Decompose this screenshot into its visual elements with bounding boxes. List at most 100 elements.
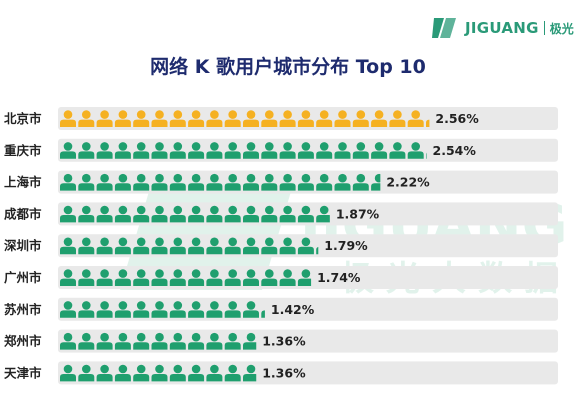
person-icon bbox=[188, 237, 205, 255]
person-icon bbox=[206, 364, 223, 382]
person-icon bbox=[371, 142, 388, 159]
category-label: 广州市 bbox=[4, 270, 42, 285]
bar-icons bbox=[60, 301, 265, 318]
person-icon bbox=[261, 269, 278, 286]
person-icon bbox=[224, 173, 241, 191]
person-icon bbox=[133, 173, 150, 191]
value-label: 2.54% bbox=[433, 143, 477, 158]
person-icon bbox=[243, 364, 257, 382]
person-icon bbox=[224, 332, 241, 350]
person-icon bbox=[188, 332, 205, 350]
bar-icons bbox=[60, 269, 312, 286]
value-label: 1.36% bbox=[262, 365, 306, 380]
person-icon bbox=[316, 205, 330, 223]
person-icon bbox=[188, 110, 205, 127]
person-icon bbox=[243, 205, 259, 223]
person-icon bbox=[151, 173, 168, 191]
person-icon bbox=[151, 237, 168, 255]
chart-row: 上海市 2.22% bbox=[4, 170, 558, 194]
category-label: 重庆市 bbox=[4, 143, 42, 158]
person-icon bbox=[297, 205, 314, 223]
person-icon bbox=[169, 301, 186, 318]
person-icon bbox=[297, 237, 314, 255]
person-icon bbox=[114, 110, 131, 127]
person-icon bbox=[206, 110, 223, 127]
person-icon bbox=[78, 142, 95, 159]
person-icon bbox=[151, 332, 168, 350]
person-icon bbox=[169, 205, 186, 223]
chart-row: 深圳市 1.79% bbox=[4, 234, 558, 258]
person-icon bbox=[151, 364, 168, 382]
person-icon bbox=[261, 110, 278, 127]
person-icon bbox=[96, 142, 113, 159]
person-icon bbox=[261, 205, 278, 223]
chart-row: 天津市 1.36% bbox=[4, 361, 558, 385]
bar-track bbox=[58, 329, 558, 353]
person-icon bbox=[60, 301, 76, 318]
person-icon bbox=[114, 205, 131, 223]
person-icon bbox=[96, 301, 113, 318]
person-icon bbox=[334, 173, 351, 191]
person-icon bbox=[426, 119, 430, 127]
chart-row: 郑州市 1.36% bbox=[4, 329, 558, 353]
value-label: 1.74% bbox=[317, 270, 361, 285]
bar-track bbox=[58, 361, 558, 385]
person-icon bbox=[60, 110, 76, 127]
person-icon bbox=[206, 237, 223, 255]
person-icon bbox=[60, 269, 76, 286]
person-icon bbox=[96, 110, 113, 127]
value-label: 1.87% bbox=[336, 206, 380, 221]
person-icon bbox=[133, 332, 150, 350]
person-icon bbox=[206, 142, 223, 159]
person-icon bbox=[169, 269, 186, 286]
person-icon bbox=[316, 173, 333, 191]
person-icon bbox=[407, 110, 424, 127]
chart-row: 重庆市 2.54% bbox=[4, 138, 558, 162]
value-label: 1.36% bbox=[262, 334, 306, 349]
person-icon bbox=[169, 110, 186, 127]
person-icon bbox=[114, 269, 131, 286]
person-icon bbox=[60, 205, 76, 223]
person-icon bbox=[243, 332, 257, 350]
person-icon bbox=[60, 332, 76, 350]
person-icon bbox=[114, 237, 131, 255]
person-icon bbox=[279, 142, 296, 159]
person-icon bbox=[60, 173, 76, 191]
person-icon bbox=[78, 237, 95, 255]
person-icon bbox=[206, 332, 223, 350]
category-label: 北京市 bbox=[4, 111, 42, 126]
person-icon bbox=[78, 301, 95, 318]
person-icon bbox=[114, 301, 131, 318]
person-icon bbox=[334, 110, 351, 127]
person-icon bbox=[206, 301, 223, 318]
person-icon bbox=[151, 301, 168, 318]
category-label: 天津市 bbox=[4, 365, 42, 380]
person-icon bbox=[279, 205, 296, 223]
person-icon bbox=[188, 301, 205, 318]
brand-logo: JIGUANG 极光 bbox=[430, 14, 574, 42]
bar-icons bbox=[60, 364, 257, 382]
person-icon bbox=[151, 269, 168, 286]
category-label: 深圳市 bbox=[4, 238, 42, 253]
bar-icons bbox=[60, 173, 381, 191]
person-icon bbox=[169, 364, 186, 382]
person-icon bbox=[151, 110, 168, 127]
person-icon bbox=[96, 364, 113, 382]
person-icon bbox=[261, 237, 278, 255]
category-label: 成都市 bbox=[4, 206, 42, 221]
person-icon bbox=[224, 364, 241, 382]
bar-icons bbox=[60, 110, 430, 127]
person-icon bbox=[352, 142, 369, 159]
person-icon bbox=[169, 237, 186, 255]
person-icon bbox=[224, 269, 241, 286]
person-icon bbox=[169, 332, 186, 350]
category-label: 郑州市 bbox=[4, 334, 42, 349]
chart-row: 广州市 1.74% bbox=[4, 266, 558, 289]
person-icon bbox=[60, 142, 76, 159]
person-icon bbox=[114, 142, 131, 159]
person-icon bbox=[297, 173, 314, 191]
person-icon bbox=[334, 142, 351, 159]
value-label: 1.79% bbox=[324, 238, 368, 253]
person-icon bbox=[96, 237, 113, 255]
